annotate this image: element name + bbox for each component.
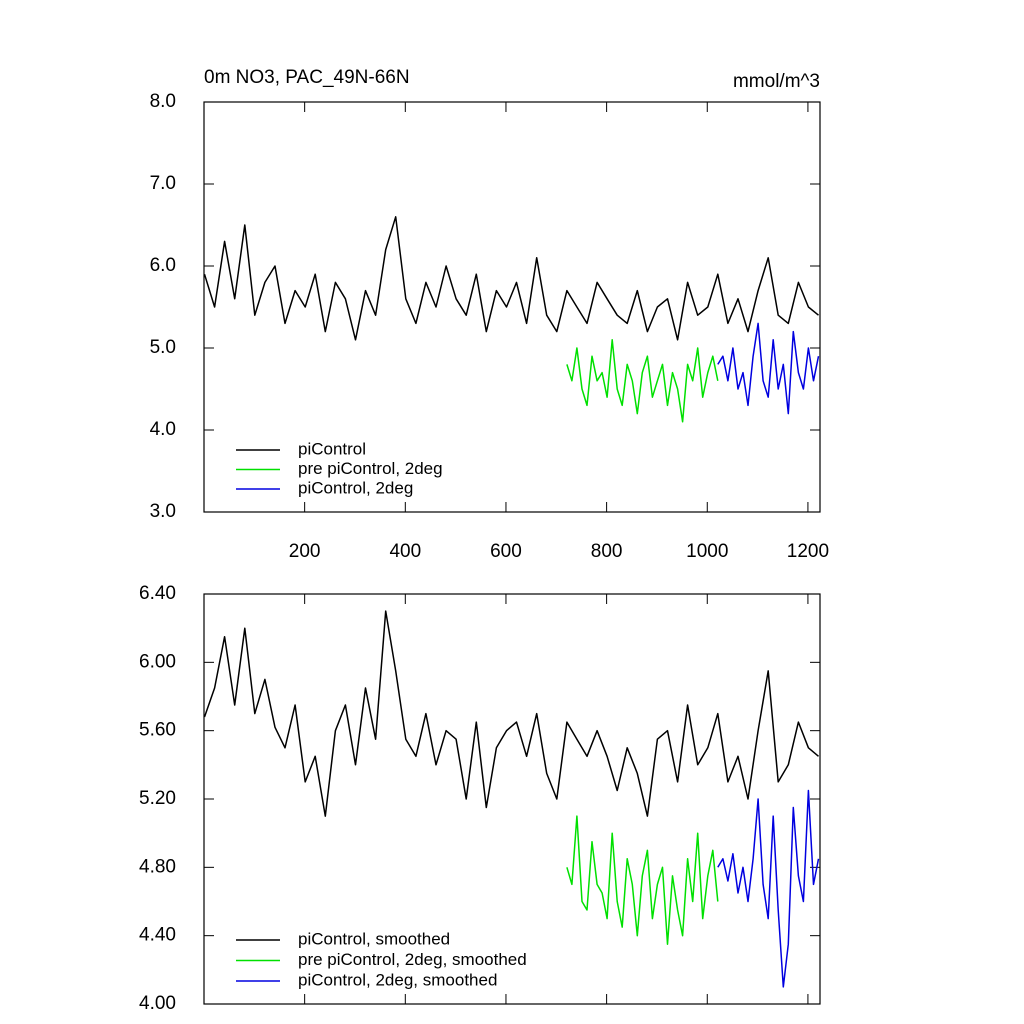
x-tick-label: 600 — [490, 541, 522, 562]
data-line — [203, 610, 819, 817]
y-tick-label: 4.40 — [139, 925, 176, 946]
legend-label: piControl — [298, 439, 366, 458]
y-tick-label: 6.00 — [139, 651, 176, 672]
data-line — [717, 789, 820, 988]
data-line — [203, 216, 819, 341]
data-line — [566, 815, 719, 945]
y-tick-label: 7.0 — [150, 173, 176, 194]
y-tick-label: 8.0 — [150, 91, 176, 112]
units-label: mmol/m^3 — [733, 71, 820, 92]
legend-label: pre piControl, 2deg — [298, 459, 443, 478]
chart-title: 0m NO3, PAC_49N-66N — [204, 67, 410, 88]
y-tick-label: 6.0 — [150, 255, 176, 276]
y-tick-label: 4.80 — [139, 856, 176, 877]
y-tick-label: 4.00 — [139, 993, 176, 1014]
y-tick-label: 4.0 — [150, 419, 176, 440]
legend-label: piControl, smoothed — [298, 929, 450, 948]
plot-frame — [203, 593, 821, 1005]
x-tick-label: 1200 — [787, 541, 829, 562]
x-tick-label: 200 — [289, 541, 321, 562]
x-tick-label: 1000 — [686, 541, 728, 562]
legend-label: pre piControl, 2deg, smoothed — [298, 950, 527, 969]
y-tick-label: 5.0 — [150, 337, 176, 358]
legend-label: piControl, 2deg — [298, 478, 413, 497]
y-tick-label: 3.0 — [150, 501, 176, 522]
plot-frame — [203, 101, 821, 513]
data-line — [717, 322, 820, 415]
y-tick-label: 5.60 — [139, 720, 176, 741]
y-tick-label: 5.20 — [139, 788, 176, 809]
x-tick-label: 800 — [591, 541, 623, 562]
y-tick-label: 6.40 — [139, 583, 176, 604]
x-tick-label: 400 — [389, 541, 421, 562]
legend-label: piControl, 2deg, smoothed — [298, 970, 497, 989]
data-line — [566, 339, 719, 423]
